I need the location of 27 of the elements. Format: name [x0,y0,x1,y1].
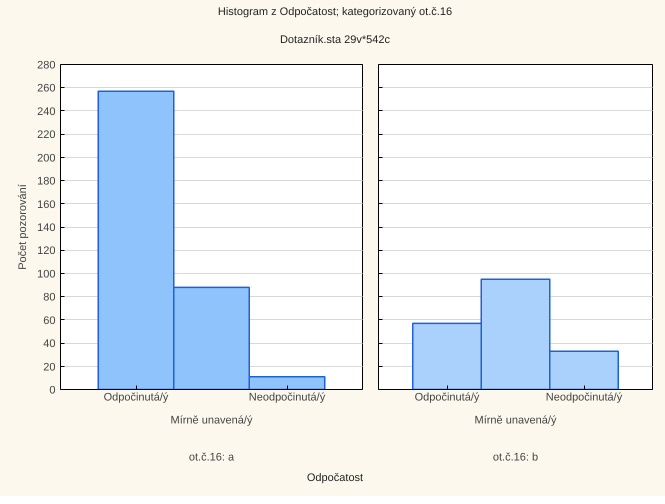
x-tick-label: Mírně unavená/ý [170,414,253,426]
x-tick-label: Mírně unavená/ý [474,414,557,426]
text: ot.č.16: a [188,452,236,464]
x-tick-label: Neodpočinutá/ý [248,392,326,404]
y-tick-label: 260 [37,82,56,95]
y-tick-label: 160 [37,198,56,211]
text: ot.č.16: b [492,452,538,464]
y-tick-label: 200 [37,152,56,164]
y-tick-label: 100 [37,268,56,280]
y-tick-label: 140 [37,222,56,234]
y-tick-label: 0 [49,384,56,396]
y-tick-label: 180 [37,176,56,188]
y-tick-label: 120 [37,245,56,258]
y-tick-label: 20 [43,361,56,374]
x-tick-label: Neodpočinutá/ý [546,392,623,404]
y-tick-label: 80 [43,292,56,304]
y-tick-label: 40 [43,338,56,350]
y-tick-label: 240 [37,106,56,118]
x-tick-label: Odpočinutá/ý [414,392,480,404]
chart-subtitle: Dotazník.sta 29v*542c [280,33,390,48]
y-tick-label: 60 [43,314,56,327]
x-axis-title: Odpočatost [306,471,364,486]
y-tick-label: 220 [37,129,56,142]
y-tick-label: 280 [37,60,56,72]
y-axis-title: Počet pozorování [17,183,30,270]
x-tick-label: Odpočinutá/ý [104,392,169,404]
chart-title: Histogram z Odpočatost; kategorizovaný ot.č.16 [218,5,452,20]
